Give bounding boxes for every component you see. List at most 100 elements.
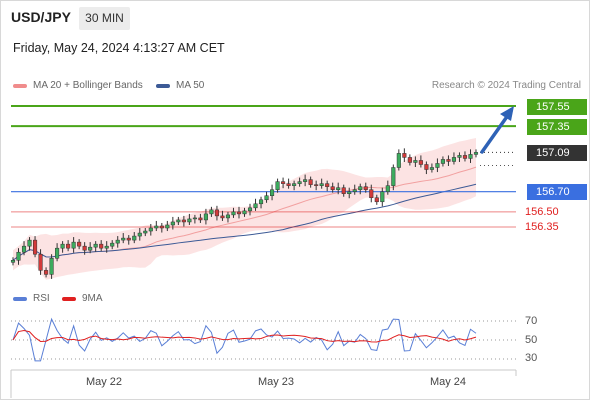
candle-body xyxy=(391,167,396,186)
candle-body xyxy=(49,258,54,275)
candle-body xyxy=(473,152,479,155)
candle-body xyxy=(10,260,16,263)
candle-body xyxy=(126,237,131,241)
candle-body xyxy=(225,214,231,219)
candle-body xyxy=(308,179,313,185)
candle-body xyxy=(137,232,142,237)
candle-body xyxy=(253,203,258,209)
candle-body xyxy=(38,253,43,271)
candle-body xyxy=(462,155,468,159)
x-label-may23: May 23 xyxy=(257,376,295,388)
candle-body xyxy=(347,191,352,194)
ma9-label: 9MA xyxy=(82,293,103,304)
candle-body xyxy=(380,191,385,203)
candle-body xyxy=(292,183,297,186)
candle-body xyxy=(363,186,368,190)
level-tag-157-35: 157.35 xyxy=(527,119,587,135)
candle-body xyxy=(369,189,374,199)
candle-body xyxy=(270,189,275,196)
candle-body xyxy=(446,159,451,162)
candle-body xyxy=(214,209,219,217)
last-price-tag: 157.09 xyxy=(527,145,587,161)
rsi-level-50: 50 xyxy=(525,334,538,346)
candle-body xyxy=(132,235,137,241)
ma20-swatch xyxy=(13,83,27,88)
candle-body xyxy=(198,217,203,221)
candle-body xyxy=(93,243,98,248)
rsi-ma-line xyxy=(12,330,477,343)
candle-body xyxy=(71,241,76,249)
timeframe-button[interactable]: 30 MIN xyxy=(79,7,130,30)
candle-body xyxy=(82,245,87,251)
candle-body xyxy=(66,243,71,249)
legend-ma20: MA 20 + Bollinger Bands xyxy=(13,80,143,91)
candle-body xyxy=(99,243,104,249)
candle-body xyxy=(148,227,153,232)
candle-body xyxy=(281,181,286,184)
candle-body xyxy=(77,241,82,247)
candle-body xyxy=(115,239,120,244)
candle-body xyxy=(396,153,401,168)
candle-body xyxy=(468,154,473,159)
credit-text: Research © 2024 Trading Central xyxy=(431,80,581,91)
candle-body xyxy=(159,225,164,229)
candle-body xyxy=(242,210,247,215)
candle-body xyxy=(170,221,175,226)
candle-body xyxy=(440,159,445,164)
candle-body xyxy=(319,183,324,186)
candle-body xyxy=(286,183,291,186)
candle-body xyxy=(352,189,357,192)
candle-body xyxy=(358,186,363,190)
candle-body xyxy=(32,239,38,255)
candle-body xyxy=(418,160,423,165)
candle-body xyxy=(143,230,148,234)
candle-body xyxy=(385,185,390,192)
candle-body xyxy=(297,181,302,184)
candle-body xyxy=(60,243,65,249)
candle-body xyxy=(275,181,280,190)
rsi-swatch xyxy=(13,296,27,301)
candle-body xyxy=(165,224,170,229)
level-tag-157-55: 157.55 xyxy=(527,99,587,115)
ma20-label: MA 20 + Bollinger Bands xyxy=(33,80,143,91)
candle-body xyxy=(176,219,181,223)
projection-arrowhead xyxy=(500,106,514,121)
candle-body xyxy=(330,186,335,190)
candle-body xyxy=(341,187,346,194)
candle-body xyxy=(451,157,457,162)
candle-body xyxy=(314,184,319,186)
x-label-may22: May 22 xyxy=(85,376,123,388)
candle-body xyxy=(258,199,264,205)
projection-arrow xyxy=(480,116,508,154)
legend-ma50: MA 50 xyxy=(156,80,204,91)
candle-body xyxy=(21,245,27,253)
candle-body xyxy=(231,211,236,216)
legend-9ma: 9MA xyxy=(62,293,103,304)
candle-body xyxy=(187,218,192,223)
rsi-label: RSI xyxy=(33,293,50,304)
candle-body xyxy=(424,164,429,170)
candle-body xyxy=(203,213,208,221)
candle-body xyxy=(303,179,308,182)
candle-body xyxy=(435,163,440,168)
candle-body xyxy=(325,183,330,187)
candle-body xyxy=(121,237,126,241)
candle-body xyxy=(55,247,60,259)
legend-rsi: RSI xyxy=(13,293,50,304)
candle-body xyxy=(104,245,109,249)
ma50-swatch xyxy=(156,83,170,88)
candle-body xyxy=(407,157,412,163)
symbol-title: USD/JPY xyxy=(11,9,71,25)
candle-body xyxy=(236,211,242,215)
candle-body xyxy=(181,219,186,223)
candle-body xyxy=(44,270,49,275)
candle-body xyxy=(192,217,197,220)
candle-body xyxy=(88,246,93,251)
candle-body xyxy=(16,251,21,261)
candle-body xyxy=(110,242,115,247)
rsi-line xyxy=(12,317,477,362)
x-label-may24: May 24 xyxy=(429,376,467,388)
candle-body xyxy=(402,153,407,158)
candle-body xyxy=(154,225,159,229)
